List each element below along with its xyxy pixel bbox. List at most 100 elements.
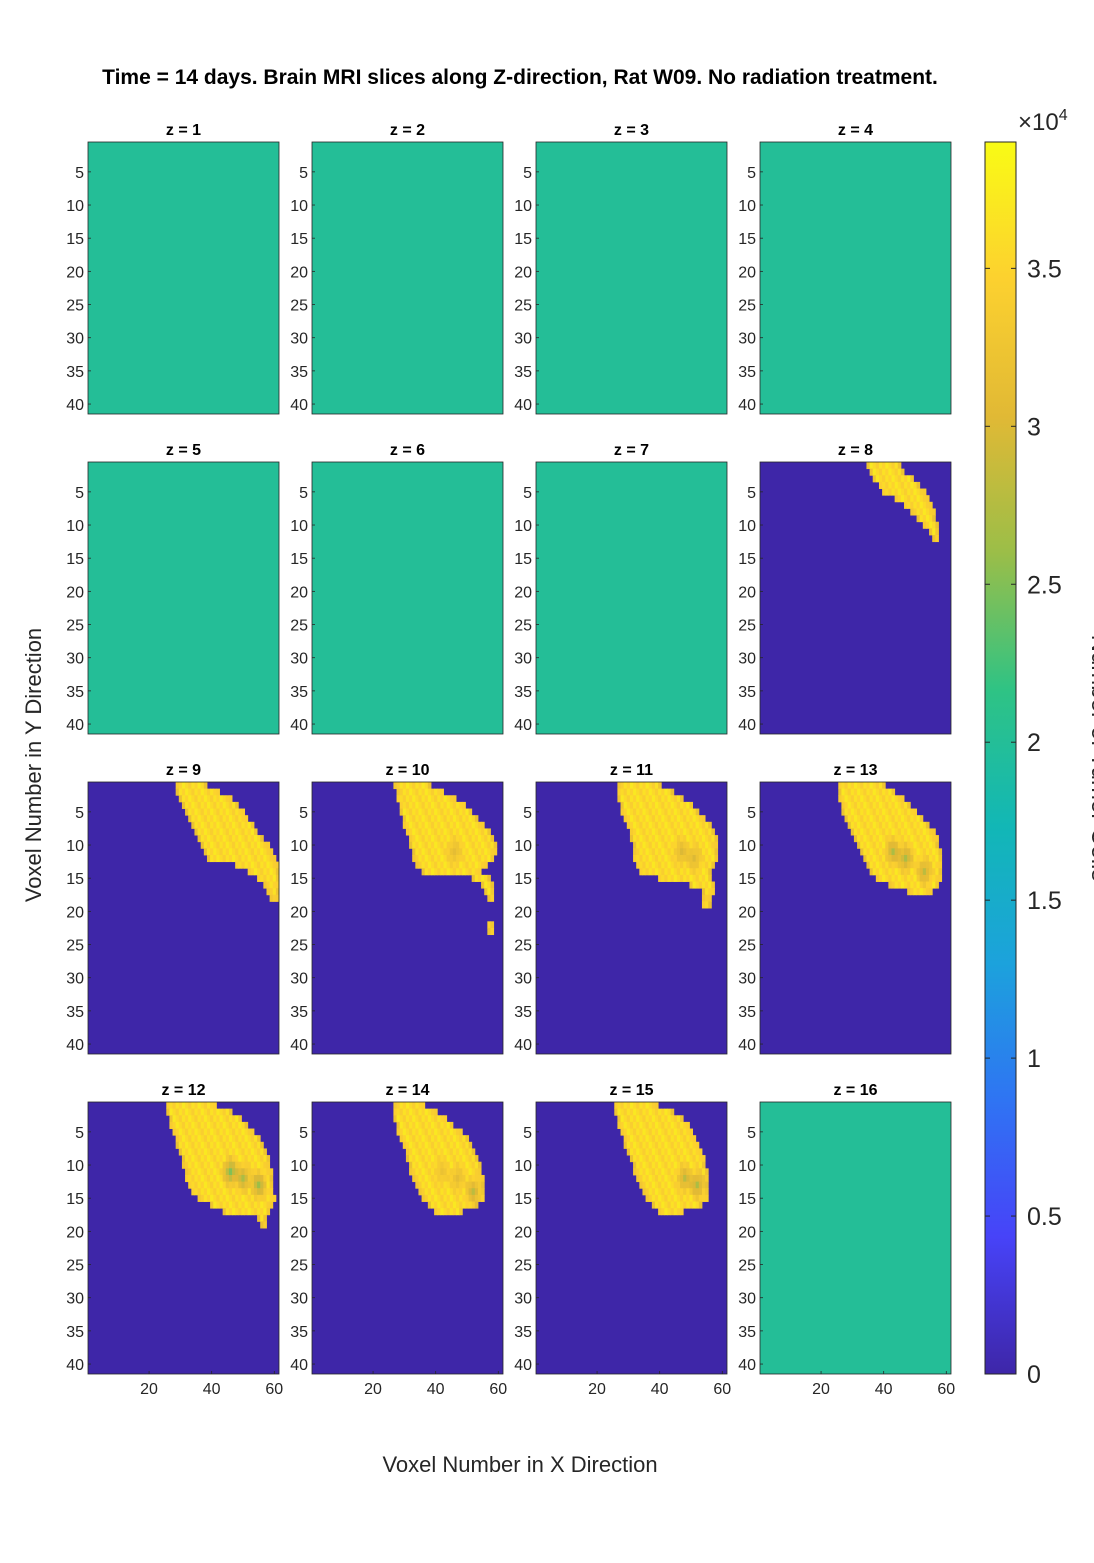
tumor-voxel xyxy=(194,795,199,803)
tumor-voxel xyxy=(636,821,640,829)
tumor-voxel xyxy=(409,1161,413,1169)
tumor-voxel xyxy=(459,828,463,836)
tumor-voxel xyxy=(869,841,874,849)
tumor-voxel xyxy=(673,1155,678,1163)
tumor-voxel xyxy=(695,1141,700,1149)
x-tick-label: 20 xyxy=(364,1381,382,1398)
tumor-voxel xyxy=(897,861,902,869)
tumor-voxel xyxy=(225,828,230,836)
tumor-voxel xyxy=(275,888,280,896)
y-tick-label: 15 xyxy=(738,231,756,248)
tumor-voxel xyxy=(481,841,485,849)
tumor-voxel xyxy=(670,1181,675,1189)
tumor-voxel xyxy=(421,1121,426,1129)
tumor-voxel xyxy=(456,1194,460,1202)
tumor-voxel xyxy=(396,795,401,803)
tumor-voxel xyxy=(452,821,457,829)
tumor-voxel xyxy=(885,848,889,856)
tumor-voxel xyxy=(639,788,643,796)
tumor-voxel xyxy=(636,1115,640,1123)
tumor-voxel xyxy=(228,795,233,803)
tumor-voxel xyxy=(465,1135,470,1143)
tumor-voxel xyxy=(235,1148,239,1156)
tumor-voxel xyxy=(667,828,672,836)
tumor-voxel xyxy=(260,1181,264,1189)
tumor-voxel xyxy=(263,874,267,882)
tumor-voxel xyxy=(225,848,230,856)
tumor-voxel xyxy=(424,1108,429,1116)
tumor-voxel xyxy=(216,1181,220,1189)
tumor-voxel xyxy=(623,1135,628,1143)
tumor-voxel xyxy=(863,782,867,790)
tumor-voxel xyxy=(181,788,186,796)
tumor-voxel xyxy=(203,1155,208,1163)
tumor-voxel xyxy=(661,1194,665,1202)
tumor-voxel xyxy=(907,828,911,836)
tumor-voxel xyxy=(188,1174,192,1183)
tumor-voxel xyxy=(197,1121,202,1129)
tumor-voxel xyxy=(191,1128,195,1136)
tumor-voxel xyxy=(935,868,939,876)
tumor-voxel xyxy=(477,835,482,843)
colorbar-tick-label: 2 xyxy=(1027,729,1041,757)
tumor-voxel xyxy=(238,1208,242,1216)
tumor-voxel xyxy=(421,868,426,876)
tumor-voxel xyxy=(623,1115,628,1123)
tumor-voxel xyxy=(465,815,470,823)
tumor-voxel xyxy=(412,1115,416,1123)
tumor-voxel xyxy=(427,801,432,809)
tumor-voxel xyxy=(689,1155,694,1163)
y-tick-label: 5 xyxy=(299,165,308,182)
tumor-voxel xyxy=(673,795,678,803)
tumor-voxel xyxy=(247,835,252,843)
tumor-voxel xyxy=(857,835,861,843)
tumor-voxel xyxy=(919,515,924,523)
tumor-voxel xyxy=(421,808,426,816)
tumor-voxel xyxy=(705,1174,709,1183)
tumor-voxel xyxy=(275,874,280,882)
tumor-voxel xyxy=(415,854,419,863)
tumor-voxel xyxy=(648,1174,653,1183)
tumor-voxel xyxy=(667,1201,672,1209)
tumor-voxel xyxy=(658,1161,662,1169)
tumor-voxel xyxy=(629,795,634,803)
tumor-voxel xyxy=(266,888,271,896)
x-axis-label: Voxel Number in X Direction xyxy=(382,1452,657,1477)
tumor-voxel xyxy=(449,828,454,836)
tumor-voxel xyxy=(661,1121,665,1129)
tumor-voxel xyxy=(440,848,444,856)
tumor-voxel xyxy=(219,1148,224,1156)
tumor-voxel xyxy=(200,1155,205,1163)
tumor-voxel xyxy=(437,861,441,869)
tumor-voxel xyxy=(872,861,877,869)
tumor-voxel xyxy=(645,868,650,876)
tumor-voxel xyxy=(913,861,918,869)
tumor-voxel xyxy=(683,828,687,836)
tumor-voxel xyxy=(272,861,277,869)
tumor-voxel xyxy=(412,808,416,816)
tumor-voxel xyxy=(275,881,280,889)
tumor-voxel xyxy=(263,1188,267,1196)
tumor-voxel xyxy=(885,854,889,863)
panel-background xyxy=(536,462,727,734)
tumor-voxel xyxy=(695,828,700,836)
tumor-voxel xyxy=(415,828,419,836)
tumor-voxel xyxy=(418,782,423,790)
tumor-voxel xyxy=(692,841,697,849)
tumor-voxel xyxy=(465,1155,470,1163)
tumor-voxel xyxy=(443,828,448,836)
tumor-voxel xyxy=(683,874,687,882)
tumor-voxel xyxy=(222,1174,227,1183)
tumor-voxel xyxy=(412,1148,416,1156)
tumor-voxel xyxy=(633,1102,637,1110)
tumor-voxel xyxy=(200,1194,205,1202)
tumor-voxel xyxy=(654,1108,659,1116)
tumor-voxel xyxy=(440,1188,444,1196)
tumor-voxel xyxy=(474,1155,479,1163)
tumor-voxel xyxy=(452,835,457,843)
tumor-voxel xyxy=(645,1188,650,1196)
tumor-voxel xyxy=(449,1135,454,1143)
tumor-voxel xyxy=(904,881,908,889)
y-tick-label: 5 xyxy=(299,805,308,822)
